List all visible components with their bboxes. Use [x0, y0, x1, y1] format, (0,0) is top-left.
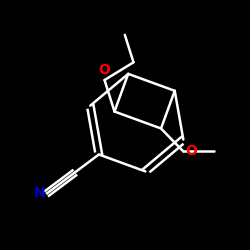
Text: O: O — [186, 144, 198, 158]
Text: O: O — [98, 63, 110, 77]
Text: N: N — [34, 186, 45, 200]
